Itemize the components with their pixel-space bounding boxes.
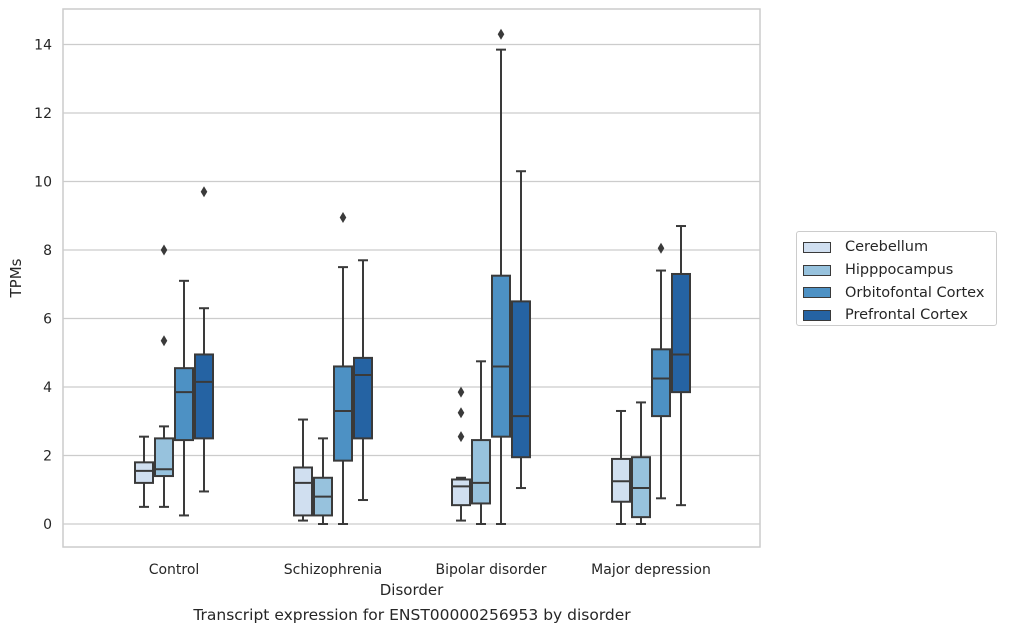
y-tick-labels: 0 2 4 6 8 10 12 14 [34, 38, 52, 534]
box-groups [134, 28, 691, 525]
legend-item: Orbitofontal Cortex [803, 281, 996, 304]
box-2-0 [174, 279, 194, 517]
box-3-3 [671, 225, 691, 507]
outlier-point [657, 242, 665, 254]
outlier-point [497, 28, 505, 40]
box-1-2 [471, 360, 491, 525]
y-tick-label: 12 [34, 106, 52, 122]
y-tick-label: 8 [43, 243, 52, 259]
x-tick-label: Major depression [591, 562, 711, 578]
box-iqr [451, 478, 471, 507]
box-1-1 [313, 437, 333, 525]
box-1-0 [154, 244, 174, 508]
y-tick-label: 6 [43, 312, 52, 328]
chart-caption: Transcript expression for ENST0000025695… [193, 606, 631, 624]
box-3-0 [194, 186, 214, 493]
box-iqr [293, 466, 313, 517]
x-axis-label: Disorder [380, 581, 444, 599]
box-2-2 [491, 28, 511, 525]
outlier-point [457, 386, 465, 398]
box-iqr [471, 439, 491, 505]
box-0-0 [134, 435, 154, 508]
legend-label: Prefrontal Cortex [845, 307, 968, 324]
box-iqr [511, 300, 531, 459]
y-axis-label: TPMs [7, 258, 25, 298]
outlier-point [457, 407, 465, 419]
x-tick-label: Control [149, 562, 200, 578]
box-0-3 [611, 409, 631, 525]
box-iqr [134, 461, 154, 484]
legend-label: Cerebellum [845, 239, 929, 256]
legend-item: Cerebellum [803, 236, 996, 259]
box-iqr [491, 274, 511, 438]
box-iqr [671, 272, 691, 394]
box-iqr [194, 353, 214, 440]
box-iqr [651, 348, 671, 418]
x-tick-label: Bipolar disorder [435, 562, 546, 578]
outlier-point [339, 211, 347, 223]
box-0-1 [293, 418, 313, 522]
legend-swatch [803, 309, 831, 321]
outlier-point [457, 431, 465, 443]
y-tick-label: 14 [34, 38, 52, 54]
box-0-2 [451, 386, 471, 522]
y-tick-label: 2 [43, 449, 52, 465]
outlier-point [200, 186, 208, 198]
box-2-3 [651, 242, 671, 500]
legend-item: Prefrontal Cortex [803, 304, 996, 327]
outlier-point [160, 335, 168, 347]
legend-label: Orbitofontal Cortex [845, 284, 985, 301]
legend-label: Hipppocampus [845, 262, 954, 279]
box-iqr [353, 356, 373, 440]
x-tick-label: Schizophrenia [284, 562, 382, 578]
legend-swatch [803, 264, 831, 276]
box-3-1 [353, 259, 373, 502]
box-1-3 [631, 401, 651, 525]
outlier-point [160, 244, 168, 256]
box-iqr [333, 365, 353, 462]
y-tick-label: 0 [43, 517, 52, 533]
y-tick-label: 10 [34, 175, 52, 191]
box-iqr [154, 437, 174, 478]
box-2-1 [333, 211, 353, 525]
box-iqr [174, 367, 194, 442]
legend-swatch [803, 287, 831, 299]
box-3-2 [511, 170, 531, 490]
legend-swatch [803, 241, 831, 253]
y-tick-label: 4 [43, 380, 52, 396]
plot-area-frame [62, 8, 761, 548]
legend-item: Hipppocampus [803, 259, 996, 282]
legend: Cerebellum Hipppocampus Orbitofontal Corte… [796, 231, 997, 326]
x-tick-labels: Control Schizophrenia Bipolar disorder Majo… [149, 562, 711, 578]
